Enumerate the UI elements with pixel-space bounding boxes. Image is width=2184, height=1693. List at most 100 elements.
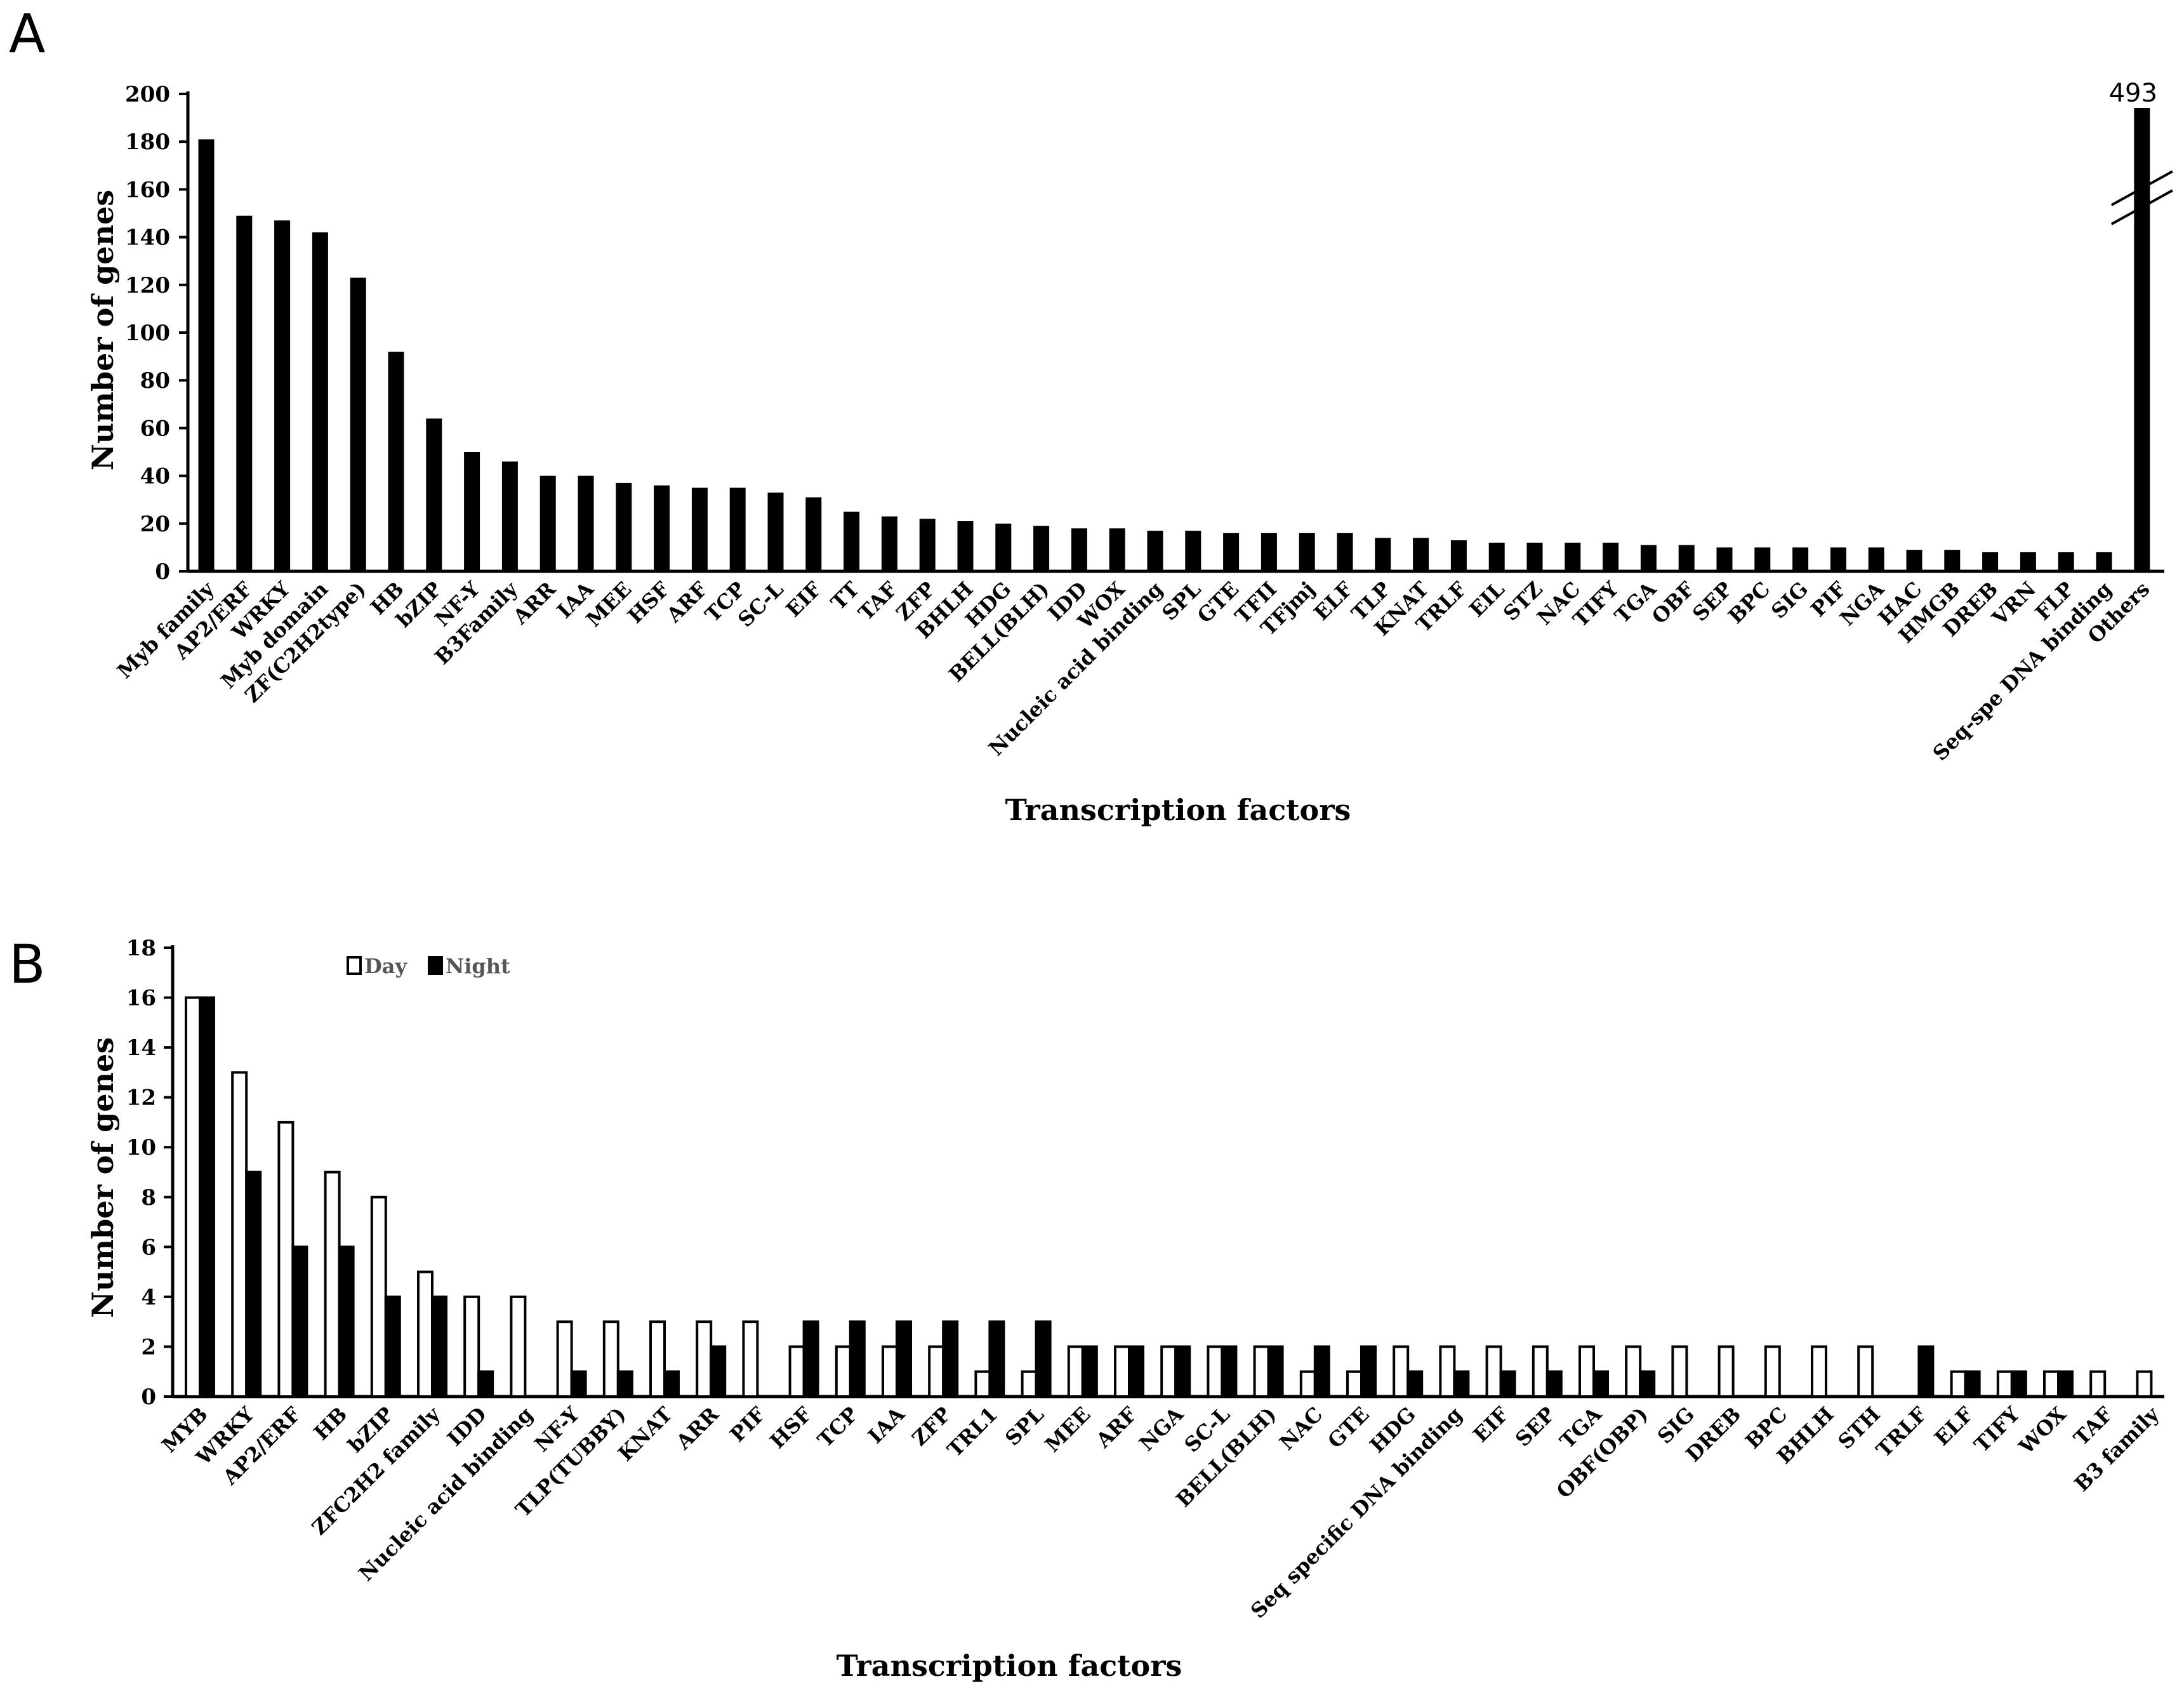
bar-day xyxy=(1393,1345,1410,1398)
bar-night xyxy=(1964,1370,1981,1398)
x-tick-label-a: MEE xyxy=(581,577,636,632)
x-tick-label-a: OBF xyxy=(1647,577,1699,629)
bar-a xyxy=(616,482,632,571)
y-tick-label-a: 180 xyxy=(125,129,170,155)
bar-day xyxy=(1625,1345,1642,1398)
y-tick-label-a: 40 xyxy=(140,464,170,489)
bar-a xyxy=(1223,533,1240,571)
bar-night xyxy=(384,1295,401,1398)
bar-a xyxy=(881,516,897,571)
bar-night xyxy=(431,1295,447,1398)
bar-day xyxy=(1857,1345,1874,1398)
bar-a xyxy=(274,220,291,571)
x-tick-label-b: HSF xyxy=(765,1402,817,1454)
bar-a xyxy=(1944,550,1961,571)
x-tick-label-b: TRL1 xyxy=(943,1402,1002,1462)
bar-a xyxy=(198,139,215,571)
legend-swatch-day xyxy=(347,956,362,975)
bar-a xyxy=(1450,540,1467,571)
bar-night xyxy=(477,1370,494,1398)
bar-day xyxy=(463,1295,480,1398)
bar-day xyxy=(928,1345,945,1398)
y-tick-label-b: 2 xyxy=(141,1334,156,1360)
bar-day xyxy=(417,1270,433,1398)
bar-day xyxy=(1764,1345,1781,1398)
x-tick-label-b: SPL xyxy=(1000,1402,1049,1451)
x-tick-label-b: TCP xyxy=(813,1402,863,1452)
bar-day xyxy=(649,1320,666,1398)
bar-a xyxy=(1906,550,1923,571)
bar-a xyxy=(1603,542,1619,571)
legend-swatch-night xyxy=(428,956,443,975)
bar-a xyxy=(539,475,556,571)
bar-day xyxy=(1160,1345,1177,1398)
bar-day xyxy=(1671,1345,1688,1398)
bar-a xyxy=(654,485,670,571)
bar-a xyxy=(957,521,974,571)
bar-day xyxy=(1439,1345,1456,1398)
bar-night xyxy=(245,1171,262,1398)
bar-night xyxy=(2057,1370,2074,1398)
x-tick-label-b: GTE xyxy=(1323,1402,1373,1453)
bar-night xyxy=(199,996,215,1398)
bar-a xyxy=(995,523,1012,571)
y-tick-label-b: 12 xyxy=(126,1086,156,1111)
bar-night xyxy=(1917,1345,1935,1398)
bar-a xyxy=(1982,552,1999,571)
x-tick-label-a: SIG xyxy=(1766,577,1813,623)
bar-day xyxy=(602,1320,619,1398)
bar-a xyxy=(1299,533,1315,571)
y-tick-label-b: 0 xyxy=(141,1384,156,1410)
bar-a xyxy=(501,461,518,571)
x-tick-label-a: EIF xyxy=(781,577,826,622)
x-tick-label-a: ELF xyxy=(1309,577,1358,625)
bar-night xyxy=(338,1245,355,1398)
bar-day xyxy=(370,1195,387,1398)
bar-a xyxy=(578,475,594,571)
bar-day xyxy=(1485,1345,1502,1398)
y-tick-label-a: 60 xyxy=(140,416,170,441)
bar-a xyxy=(2058,552,2074,571)
bar-a xyxy=(2096,552,2112,571)
bar-a xyxy=(388,352,404,571)
bar-day xyxy=(277,1120,295,1398)
bar-day xyxy=(835,1345,852,1398)
x-tick-label-b: NAC xyxy=(1274,1402,1327,1455)
bar-day xyxy=(1114,1345,1130,1398)
y-tick-label-a: 200 xyxy=(125,82,170,107)
bar-night xyxy=(1360,1345,1377,1398)
bar-night xyxy=(1499,1370,1516,1398)
bar-a xyxy=(426,418,442,571)
bar-day xyxy=(1950,1370,1967,1398)
bar-day xyxy=(510,1295,527,1398)
x-tick-label-a: VRN xyxy=(1987,577,2041,631)
y-tick-label-a: 20 xyxy=(140,512,170,537)
bar-night xyxy=(1128,1345,1144,1398)
bar-day xyxy=(1532,1345,1549,1398)
bar-day xyxy=(324,1171,341,1398)
x-tick-label-a: BPC xyxy=(1723,577,1775,628)
y-tick-label-b: 14 xyxy=(126,1035,156,1061)
bar-day xyxy=(1996,1370,2013,1398)
bar-a xyxy=(1868,547,1884,571)
x-tick-label-a: TGA xyxy=(1610,576,1661,628)
x-tick-label-b: IAA xyxy=(863,1402,910,1448)
bar-day xyxy=(2043,1370,2060,1398)
x-tick-label-a: ARF xyxy=(661,577,712,628)
bar-night xyxy=(710,1345,727,1398)
bar-a xyxy=(2020,552,2036,571)
bar-night xyxy=(1592,1370,1609,1398)
bar-night xyxy=(849,1320,866,1398)
legend-label-night: Night xyxy=(446,954,510,978)
bar-a xyxy=(1716,547,1733,571)
bar-day xyxy=(1067,1345,1084,1398)
x-tick-label-a: HSF xyxy=(623,577,675,628)
bar-day xyxy=(974,1370,991,1398)
bar-a xyxy=(1792,547,1809,571)
bar-a xyxy=(1413,538,1429,571)
x-tick-label-b: TRLF xyxy=(1872,1402,1932,1463)
x-tick-label-b: ARF xyxy=(1091,1402,1142,1453)
x-axis-title-b: Transcription factors xyxy=(837,1649,1182,1683)
x-tick-label-b: SEP xyxy=(1511,1402,1559,1451)
